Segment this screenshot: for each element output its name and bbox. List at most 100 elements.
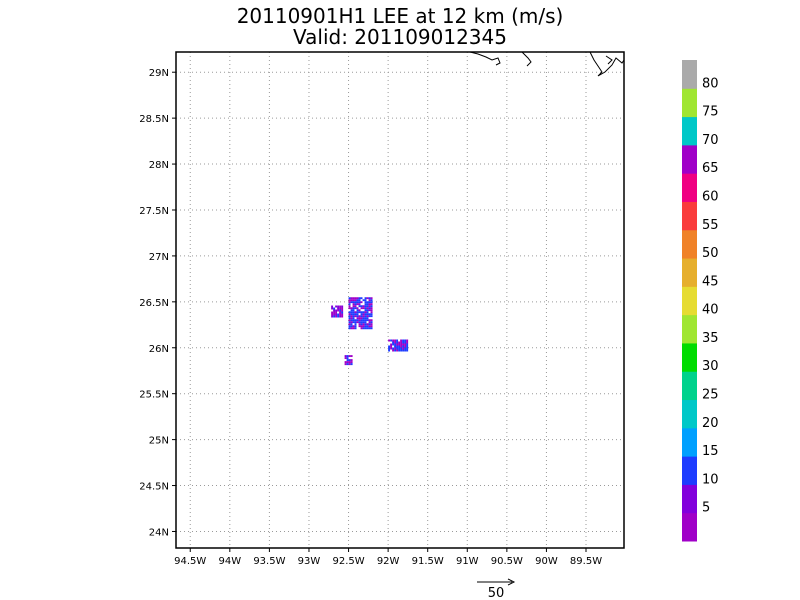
echo-cell	[366, 307, 369, 310]
echo-cell	[368, 315, 371, 318]
y-tick-label: 25N	[149, 436, 169, 447]
echo-cell	[364, 315, 367, 318]
y-tick-label: 25.5N	[139, 390, 169, 401]
echo-cell	[350, 359, 353, 362]
echo-cell	[350, 301, 353, 304]
echo-cell	[360, 301, 363, 304]
echo-cell	[370, 311, 373, 314]
echo-cell	[392, 347, 395, 350]
echo-cell	[398, 347, 401, 350]
echo-cell	[331, 311, 334, 314]
echo-cell	[388, 345, 391, 348]
colorbar-segment	[682, 229, 697, 259]
echo-cell	[348, 319, 351, 322]
echo-cell	[358, 317, 361, 320]
echo-cell	[356, 301, 359, 304]
echo-cell	[346, 355, 349, 358]
echo-cell	[350, 313, 353, 316]
colorbar-label: 30	[702, 359, 719, 374]
echo-cell	[402, 341, 405, 344]
echo-cell	[370, 315, 373, 318]
x-axis-ticks: 94.5W 94W 93.5W 93W 92.5W 92W 91.5W 91W 90.5W 90W…	[174, 548, 602, 567]
echo-cell	[364, 317, 367, 320]
echo-cell	[362, 299, 365, 302]
echo-cell	[341, 305, 344, 308]
echo-cell	[366, 309, 369, 312]
x-tick-label: 90W	[535, 556, 558, 567]
echo-cell	[344, 355, 347, 358]
echo-cell	[348, 357, 351, 360]
echo-cell	[352, 303, 355, 306]
echo-cell	[362, 319, 365, 322]
echo-cell	[354, 313, 357, 316]
echo-cell	[348, 313, 351, 316]
echo-cell	[341, 307, 344, 310]
echo-cell	[366, 323, 369, 326]
echo-cell	[350, 321, 353, 324]
echo-cell	[394, 347, 397, 350]
x-tick-label: 89.5W	[570, 556, 602, 567]
echo-cell	[370, 307, 373, 310]
echo-cell	[356, 327, 359, 330]
echo-cell	[362, 305, 365, 308]
x-tick-label: 94.5W	[174, 556, 206, 567]
echo-cell	[364, 299, 367, 302]
echo-cell	[331, 305, 334, 308]
echo-cell	[358, 327, 361, 330]
echo-cell	[354, 307, 357, 310]
echo-cell	[352, 299, 355, 302]
echo-cell	[396, 341, 399, 344]
echo-cell	[331, 313, 334, 316]
echo-cell	[350, 311, 353, 314]
echo-cell	[354, 325, 357, 328]
echo-cell	[402, 343, 405, 346]
echo-cell	[354, 327, 357, 330]
echo-cell	[341, 313, 344, 316]
echo-cell	[350, 309, 353, 312]
echo-cell	[360, 323, 363, 326]
echo-cell	[348, 355, 351, 358]
echo-cell	[350, 307, 353, 310]
echo-cell	[352, 301, 355, 304]
echo-cell	[364, 325, 367, 328]
grid-lines	[176, 52, 624, 548]
echo-cell	[368, 301, 371, 304]
echo-cell	[370, 297, 373, 300]
echo-cell	[398, 339, 401, 342]
echo-cell	[364, 313, 367, 316]
x-tick-label: 91.5W	[412, 556, 444, 567]
echo-cell	[406, 347, 409, 350]
echo-cell	[348, 323, 351, 326]
echo-cell	[348, 317, 351, 320]
echo-cell	[404, 343, 407, 346]
echo-cell	[335, 313, 338, 316]
echo-cell	[356, 303, 359, 306]
colorbar-segment	[682, 258, 697, 287]
y-tick-label: 26.5N	[139, 298, 169, 309]
echo-cell	[370, 303, 373, 306]
echo-cell	[360, 311, 363, 314]
echo-cell	[356, 297, 359, 300]
echo-cell	[368, 325, 371, 328]
echo-cell	[390, 343, 393, 346]
echo-cell	[352, 309, 355, 312]
echo-cell	[406, 339, 409, 342]
echo-cell	[360, 309, 363, 312]
echo-cell	[348, 363, 351, 366]
colorbar-label: 40	[702, 303, 719, 318]
colorbar-label: 75	[702, 105, 719, 120]
echo-cell	[350, 317, 353, 320]
plot-frame	[175, 51, 625, 549]
x-tick-label: 90.5W	[491, 556, 523, 567]
echo-cell	[339, 305, 342, 308]
echo-cell	[339, 315, 342, 318]
echo-cell	[368, 297, 371, 300]
echo-cell	[354, 321, 357, 324]
echo-cell	[392, 343, 395, 346]
echo-cell	[352, 307, 355, 310]
echo-cell	[348, 301, 351, 304]
echo-cell	[337, 309, 340, 312]
echo-cell	[362, 297, 365, 300]
chart-subtitle: Valid: 201109012345	[293, 25, 507, 49]
